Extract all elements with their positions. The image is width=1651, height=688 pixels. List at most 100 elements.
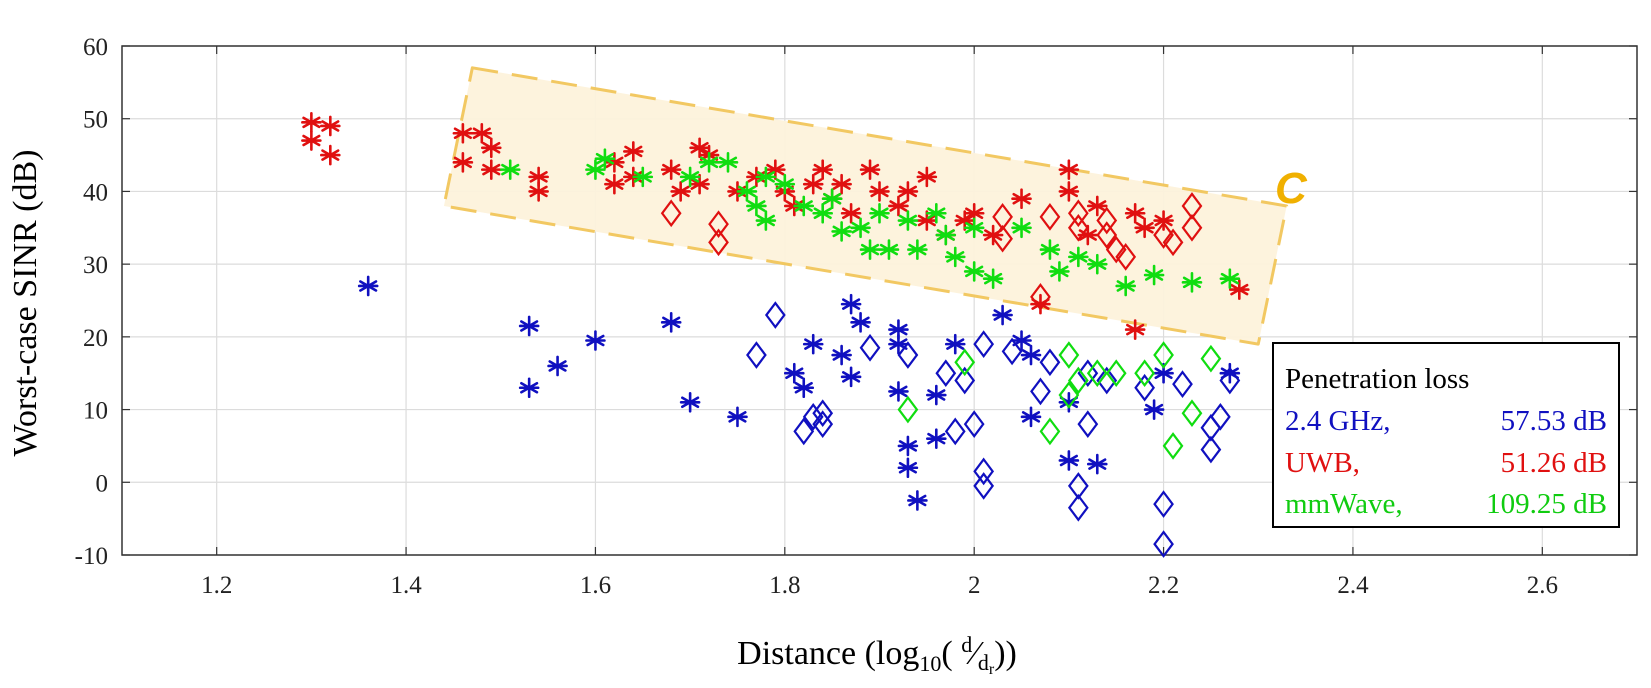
- x-tick-label: 2.2: [1148, 572, 1179, 599]
- uwb-star-point: [859, 159, 881, 180]
- uwb-diamond-point: [1067, 199, 1089, 228]
- uwb-star-point: [812, 159, 833, 180]
- 2-4-ghz-star-point: [1020, 344, 1042, 366]
- y-tick-label: 60: [83, 34, 108, 61]
- uwb-star-point: [1229, 279, 1250, 300]
- 2-4-ghz-star-point: [907, 490, 928, 511]
- y-axis-title: Worst-case SINR (dB): [7, 150, 44, 457]
- mmwave-star-point: [897, 210, 919, 231]
- 2-4-ghz-diamond-point: [1077, 410, 1099, 438]
- uwb-star-point: [1058, 159, 1080, 180]
- mmwave-diamond-point: [1039, 417, 1061, 446]
- mmwave-star-point: [736, 181, 758, 202]
- 2-4-ghz-star-point: [357, 275, 379, 297]
- x-tick-label: 1.6: [580, 572, 611, 599]
- mmwave-star-point: [859, 239, 881, 260]
- uwb-star-point: [301, 112, 322, 133]
- x-label-close: )): [994, 635, 1017, 672]
- uwb-star-point: [301, 130, 322, 151]
- uwb-star-point: [623, 141, 644, 162]
- mmwave-star-point: [755, 210, 777, 231]
- uwb-diamond-point: [1096, 206, 1118, 235]
- mmwave-star-point: [1011, 217, 1032, 239]
- plot-axes: [121, 45, 1638, 556]
- uwb-star-point: [1077, 224, 1099, 246]
- mmwave-diamond-point: [1162, 432, 1184, 460]
- legend-box: [1272, 342, 1620, 528]
- 2-4-ghz-diamond-point: [973, 330, 995, 358]
- 2-4-ghz-diamond-point: [954, 366, 976, 395]
- 2-4-ghz-star-point: [888, 319, 909, 340]
- 2-4-ghz-star-point: [660, 312, 682, 333]
- mmwave-star-point: [1115, 275, 1136, 297]
- uwb-diamond-point: [660, 199, 682, 228]
- uwb-star-point: [660, 159, 682, 180]
- uwb-star-point: [689, 137, 710, 159]
- mmwave-star-point: [982, 268, 1004, 289]
- x-axis-label: Distance (log10( d⁄dr)): [737, 632, 1017, 678]
- region-c-annotation: [442, 66, 1289, 346]
- uwb-star-point: [452, 152, 474, 173]
- uwb-star-point: [452, 122, 474, 144]
- 2-4-ghz-star-point: [926, 384, 947, 406]
- uwb-star-point: [1124, 202, 1146, 224]
- uwb-diamond-point: [1181, 213, 1203, 242]
- mmwave-star-point: [1143, 264, 1165, 286]
- 2-4-ghz-diamond-point: [812, 399, 834, 428]
- mmwave-star-point: [850, 217, 871, 239]
- y-tick-label: -10: [75, 543, 108, 570]
- uwb-diamond-point: [992, 224, 1013, 253]
- 2-4-ghz-diamond-point: [1219, 366, 1241, 395]
- x-label-den: d: [978, 650, 989, 675]
- mmwave-star-point: [679, 166, 701, 188]
- uwb-star-point: [1086, 195, 1108, 217]
- mmwave-star-point: [963, 217, 985, 239]
- mmwave-star-point: [698, 152, 720, 173]
- 2-4-ghz-star-point: [888, 333, 909, 355]
- mmwave-star-point: [926, 202, 947, 224]
- y-tick-label: 50: [83, 107, 108, 134]
- 2-4-ghz-star-point: [1020, 406, 1042, 428]
- legend-uwb-label: UWB,: [1285, 447, 1360, 479]
- 2-4-ghz-star-point: [897, 435, 919, 457]
- uwb-star-point: [689, 173, 710, 195]
- x-tick-label: 1.2: [201, 572, 232, 599]
- region-label: C: [1275, 164, 1308, 213]
- x-tick-label: 2.6: [1527, 572, 1558, 599]
- uwb-star-point: [802, 173, 824, 195]
- mmwave-diamond-point: [1058, 381, 1080, 409]
- 2-4-ghz-diamond-point: [1153, 490, 1174, 518]
- mmwave-diamond-point: [954, 348, 976, 377]
- 2-4-ghz-star-point: [1011, 330, 1032, 351]
- uwb-diamond-point: [1096, 221, 1118, 249]
- region-c-box: [442, 66, 1289, 346]
- mmwave-star-point: [1219, 268, 1241, 289]
- x-label-sub: 10: [919, 651, 941, 676]
- 2-4-ghz-star-point: [518, 315, 540, 337]
- x-tick-label: 1.4: [390, 572, 422, 599]
- legend-title: Penetration loss: [1285, 363, 1469, 395]
- uwb-star-point: [1134, 217, 1155, 239]
- mmwave-star-point: [812, 202, 833, 224]
- 2-4-ghz-star-point: [840, 366, 862, 388]
- mmwave-star-point: [774, 173, 796, 195]
- x-label-num: d: [961, 632, 972, 657]
- 2-4-ghz-diamond-point: [746, 341, 767, 369]
- 2-4-ghz-diamond-point: [1067, 472, 1089, 500]
- plot-frame: [121, 45, 1638, 556]
- mmwave-star-point: [632, 166, 654, 188]
- uwb-diamond-point: [708, 210, 729, 238]
- legend-uwb-value: 51.26 dB: [1501, 447, 1607, 479]
- mmwave-diamond-point: [1105, 359, 1127, 388]
- 2-4-ghz-star-point: [1058, 450, 1080, 471]
- uwb-diamond-point: [1105, 235, 1127, 264]
- mmwave-star-point: [499, 159, 521, 180]
- mmwave-star-point: [755, 166, 777, 188]
- 2-4-ghz-diamond-point: [1172, 370, 1193, 398]
- legend-24ghz-value: 57.53 dB: [1501, 405, 1607, 437]
- uwb-star-point: [1030, 293, 1051, 315]
- uwb-star-point: [1124, 319, 1146, 340]
- uwb-star-point: [320, 144, 341, 166]
- 2-4-ghz-diamond-point: [897, 341, 919, 369]
